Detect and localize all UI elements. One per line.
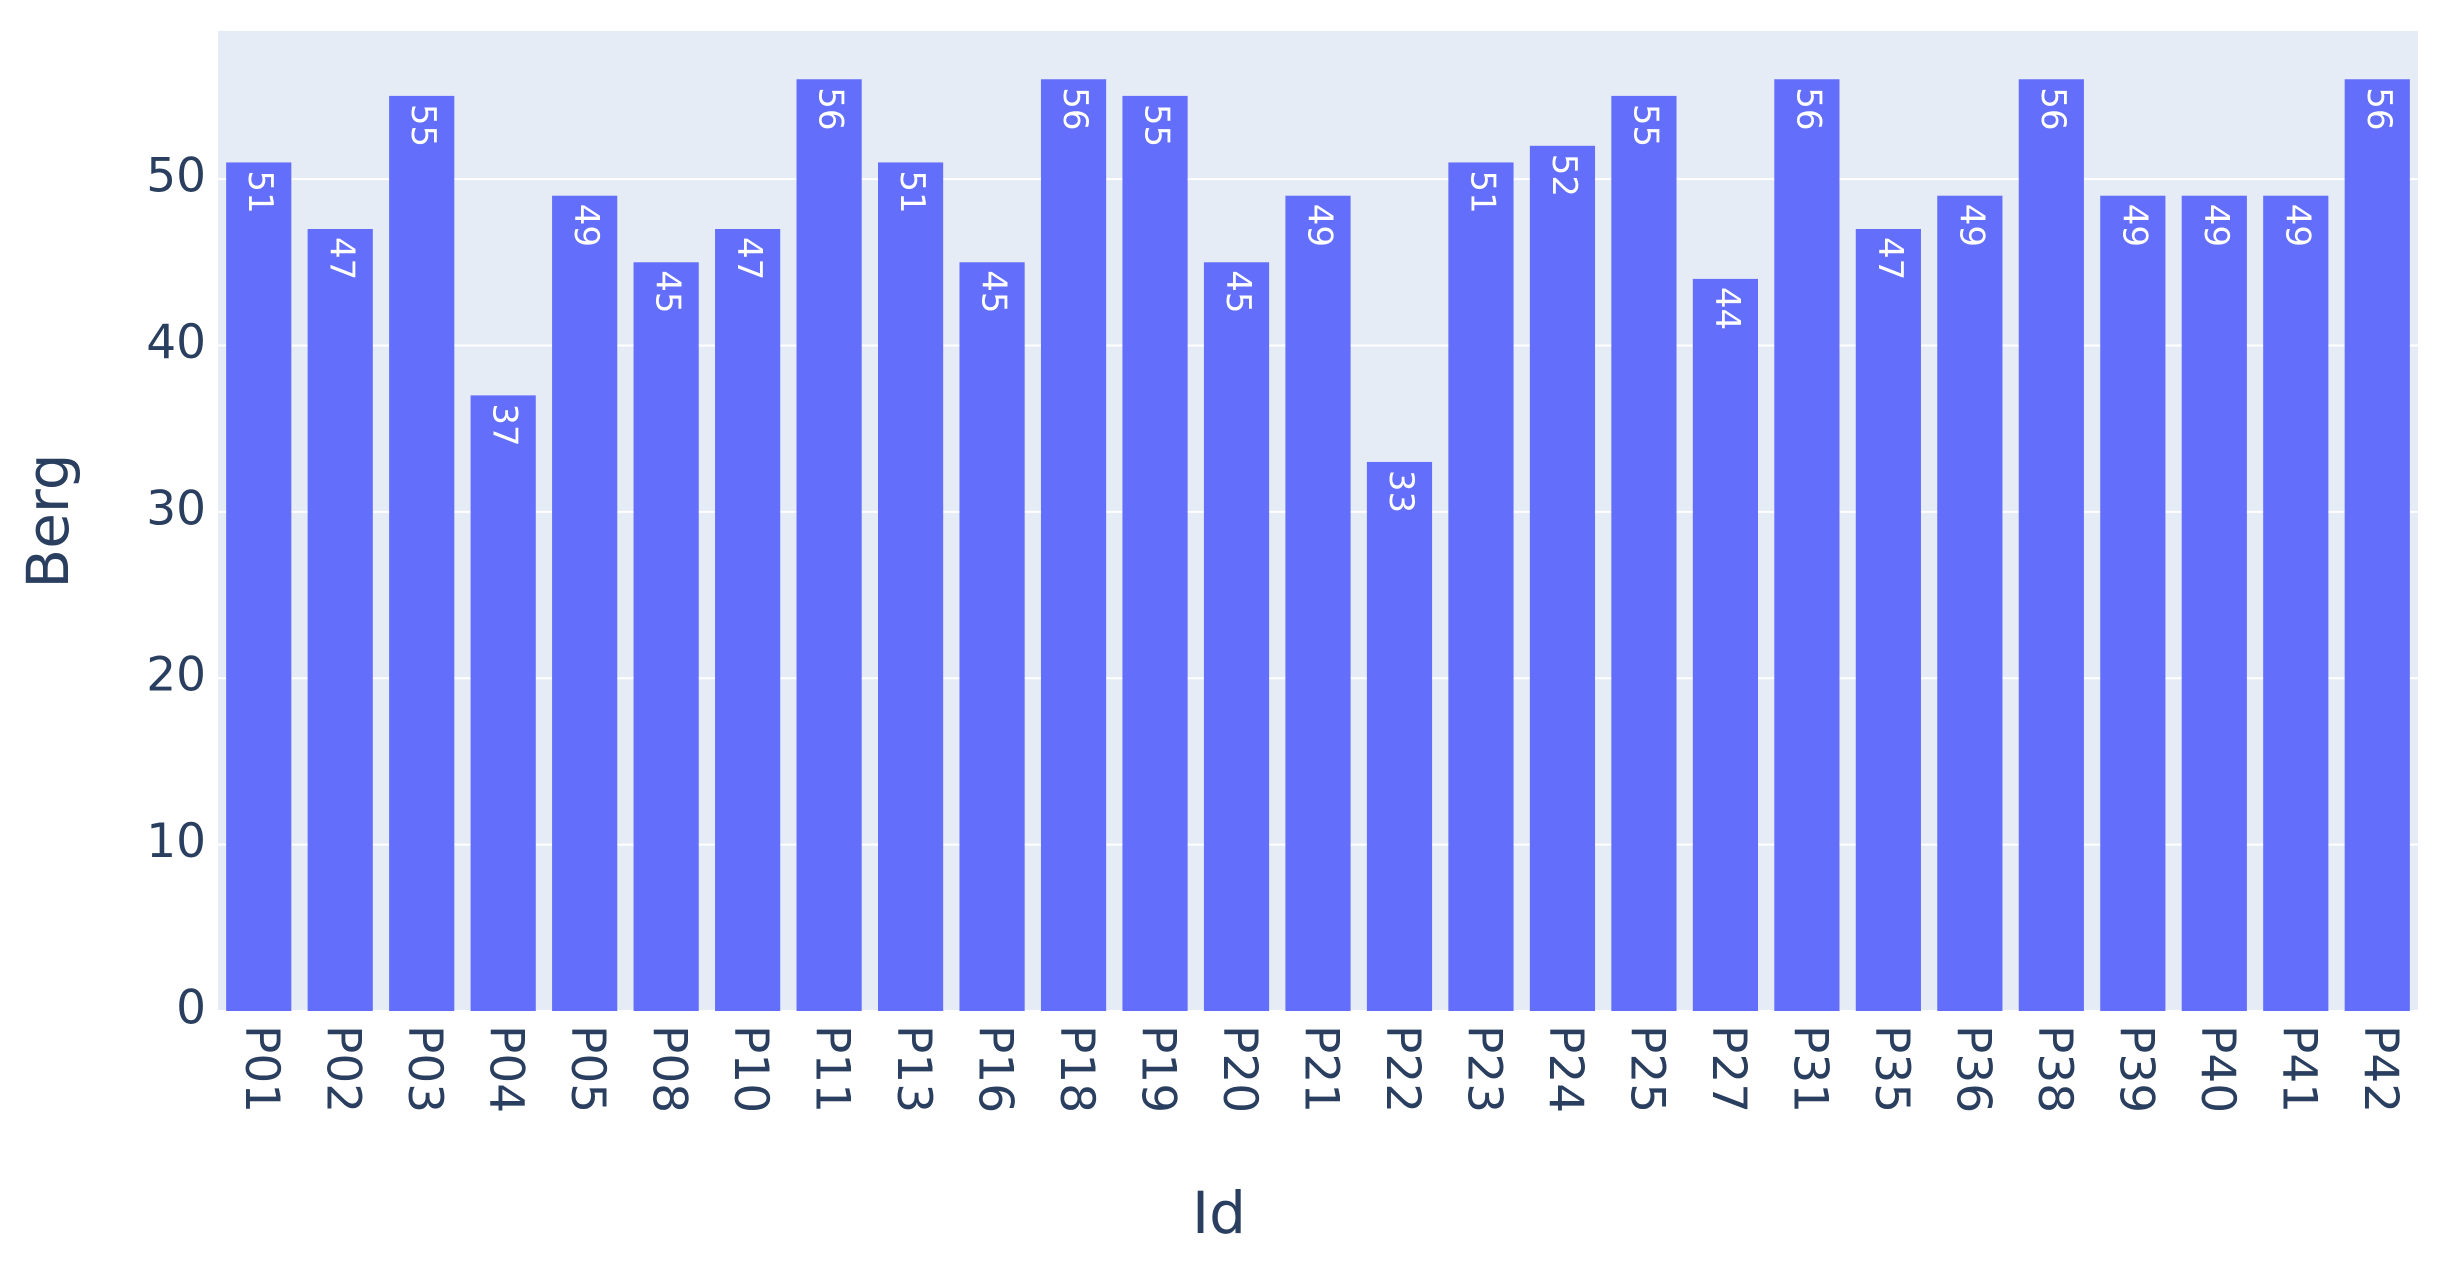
bar [552,195,618,1012]
value-label: 45 [648,270,688,313]
value-label: 51 [240,170,280,213]
value-label: 49 [1951,204,1991,247]
value-label: 55 [1625,104,1665,147]
value-label: 37 [485,403,525,446]
x-tick-label: P18 [1049,1025,1104,1113]
value-label: 55 [1137,104,1177,147]
value-label: 51 [1462,170,1502,213]
x-tick-label: P03 [397,1025,452,1113]
bar [1285,195,1351,1012]
bar [2263,195,2329,1012]
value-label: 56 [2033,87,2073,130]
bar [1529,145,1596,1011]
x-tick-label: P40 [2190,1025,2245,1113]
x-tick-label: P41 [2271,1025,2326,1113]
value-label: 56 [2359,87,2399,130]
bar [389,95,455,1011]
x-tick-label: P25 [1619,1025,1674,1113]
bar [1937,195,2003,1012]
value-label: 45 [1218,270,1258,313]
value-label: 49 [2114,204,2154,247]
x-tick-label: P16 [968,1025,1023,1113]
x-tick-label: P23 [1456,1025,1511,1113]
bar [2181,195,2247,1012]
bar [2018,79,2084,1011]
x-axis-title: Id [1192,1179,1246,1247]
y-tick-label: 40 [146,315,206,370]
bar [633,262,699,1012]
x-tick-label: P08 [642,1025,697,1113]
x-tick-label: P11 [805,1025,860,1113]
x-tick-label: P21 [1294,1025,1349,1113]
value-label: 47 [1870,237,1910,280]
y-tick-label: 20 [146,648,206,703]
value-label: 49 [2196,204,2236,247]
value-label: 56 [811,87,851,130]
bar [959,262,1025,1012]
value-label: 56 [1788,87,1828,130]
x-tick-label: P22 [1375,1025,1430,1113]
x-tick-label: P10 [723,1025,778,1113]
value-label: 49 [1300,204,1340,247]
y-tick-label: 30 [146,481,206,536]
x-tick-label: P39 [2108,1025,2163,1113]
bar [796,79,862,1011]
x-tick-label: P05 [560,1025,615,1113]
bar [1366,461,1433,1011]
value-label: 51 [892,170,932,213]
x-tick-label: P27 [1701,1025,1756,1113]
value-label: 44 [1707,287,1747,330]
x-tick-label: P04 [479,1025,534,1113]
value-label: 55 [403,104,443,147]
bar [715,228,781,1012]
bar [1203,262,1270,1012]
x-tick-label: P24 [1538,1025,1593,1113]
bar [1855,228,1921,1012]
value-label: 47 [322,237,362,280]
bar [1611,95,1677,1011]
y-tick-label: 10 [146,814,206,869]
y-tick-label: 50 [146,149,206,204]
y-axis-title: Berg [14,453,82,588]
bar [226,162,292,1012]
bar [878,162,944,1012]
x-tick-label: P01 [234,1025,289,1113]
bar [1774,79,1840,1011]
bar [2100,195,2166,1012]
bar [1692,278,1758,1011]
bar [1040,79,1107,1011]
bar [1448,162,1514,1012]
bar [470,395,536,1011]
x-tick-label: P13 [886,1025,941,1113]
value-label: 56 [1055,87,1095,130]
value-label: 45 [974,270,1014,313]
value-label: 52 [1544,154,1584,197]
x-tick-label: P20 [1212,1025,1267,1113]
value-label: 49 [2277,204,2317,247]
x-tick-label: P19 [1131,1025,1186,1113]
value-label: 49 [566,204,606,247]
value-label: 33 [1381,470,1421,513]
bar [2344,79,2410,1011]
x-tick-label: P38 [2027,1025,2082,1113]
x-tick-label: P42 [2353,1025,2408,1113]
value-label: 47 [729,237,769,280]
bar [1122,95,1188,1011]
x-tick-label: P36 [1945,1025,2000,1113]
x-tick-label: P02 [316,1025,371,1113]
x-tick-label: P31 [1782,1025,1837,1113]
x-tick-label: P35 [1864,1025,1919,1113]
y-tick-label: 0 [176,981,206,1036]
bar [307,228,373,1012]
